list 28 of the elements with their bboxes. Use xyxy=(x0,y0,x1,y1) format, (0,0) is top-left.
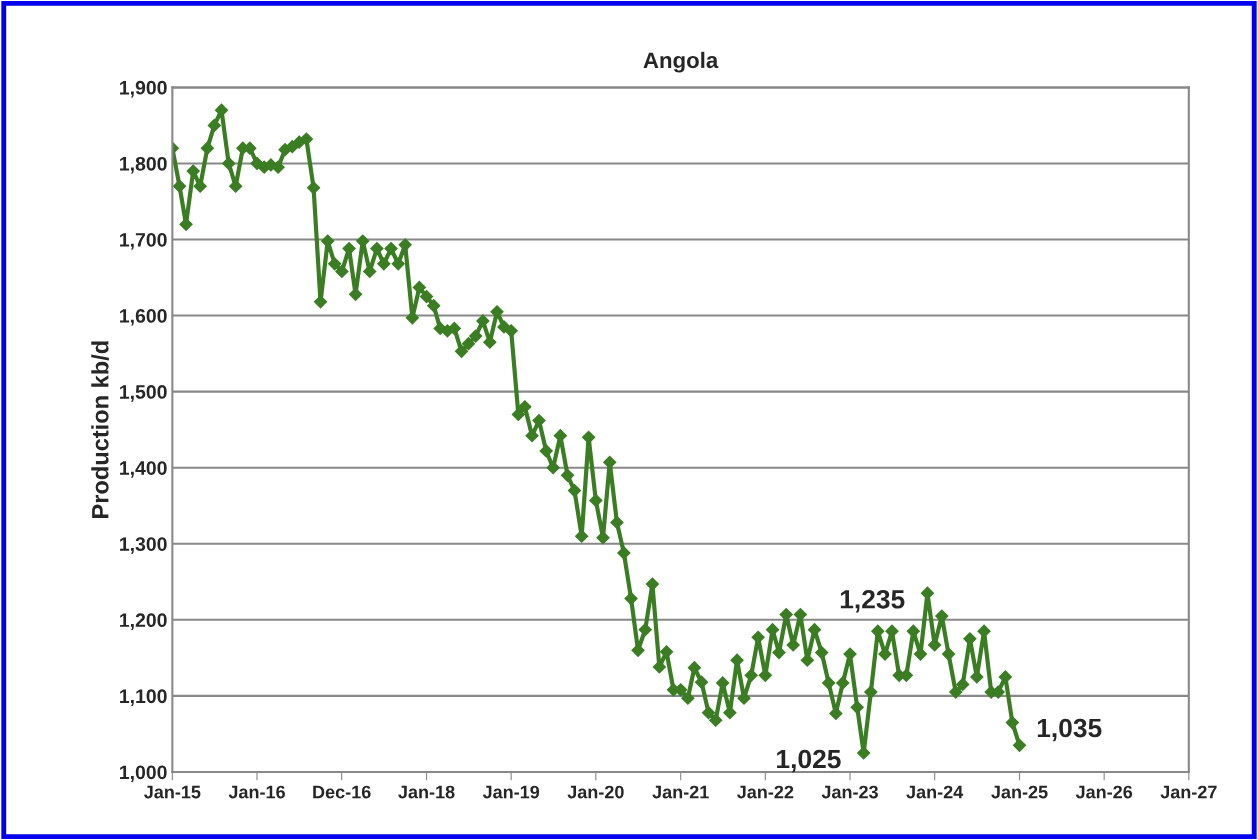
y-axis-title: Production kb/d xyxy=(91,341,109,518)
y-tick-label: 1,500 xyxy=(120,385,167,402)
x-tick-label: Jan-18 xyxy=(398,785,455,799)
y-tick-label: 1,400 xyxy=(120,461,167,478)
chart-title: Angola xyxy=(643,51,719,73)
y-tick-label: 1,100 xyxy=(120,689,167,706)
y-tick-label: 1,200 xyxy=(120,613,167,630)
y-tick-label: 1,000 xyxy=(120,765,167,783)
x-tick-label: Jan-23 xyxy=(821,785,878,799)
x-tick-label: Dec-16 xyxy=(313,785,371,799)
y-tick-label: 1,300 xyxy=(120,537,167,554)
y-tick-label: 1,600 xyxy=(120,309,167,326)
x-tick-label: Jan-26 xyxy=(1075,785,1133,799)
annotation: 1,235 xyxy=(840,589,905,613)
y-tick-label: 1,800 xyxy=(120,156,167,174)
x-tick-label: Jan-15 xyxy=(144,785,201,799)
y-tick-label: 1,700 xyxy=(120,232,167,250)
x-tick-label: Jan-20 xyxy=(567,785,624,799)
annotation: 1,025 xyxy=(777,749,841,773)
x-tick-label: Jan-24 xyxy=(906,785,964,799)
x-tick-label: Jan-21 xyxy=(652,785,709,799)
y-tick-label: 1,900 xyxy=(120,80,167,98)
x-tick-label: Jan-22 xyxy=(737,785,794,799)
x-tick-label: Jan-19 xyxy=(482,785,540,799)
x-tick-label: Jan-27 xyxy=(1160,785,1217,799)
annotation: 1,035 xyxy=(1037,718,1102,742)
x-tick-label: Jan-16 xyxy=(228,785,285,799)
x-tick-label: Jan-25 xyxy=(991,785,1048,799)
